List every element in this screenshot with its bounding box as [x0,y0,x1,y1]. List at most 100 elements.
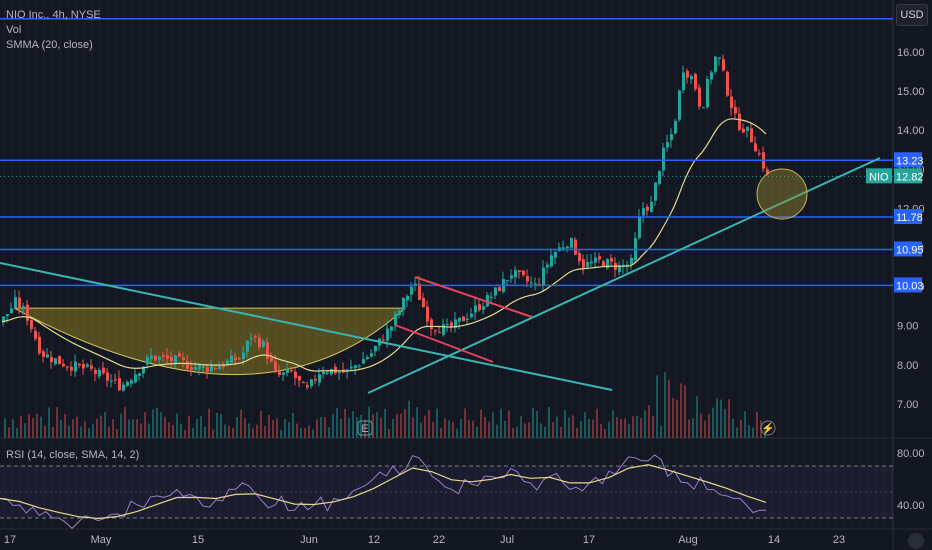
volume-bar [608,421,610,438]
volume-bar [12,419,14,438]
price-level-label-bg [894,277,922,293]
currency-button[interactable]: USD [896,4,928,26]
candle-body [514,270,517,278]
volume-bar [176,413,178,438]
candle-body [322,371,325,375]
candle-body [598,256,601,260]
volume-bar [388,428,390,438]
volume-bar [412,417,414,438]
rsi-indicator-label[interactable]: RSI (14, close, SMA, 14, 2) [6,449,140,461]
candle-body [230,355,233,363]
candle-body [270,357,273,362]
candle-body [630,258,633,265]
volume-bar [36,413,38,438]
candle-body [678,90,681,120]
candle-body [766,169,769,174]
candle-body [430,319,433,330]
earnings-icon[interactable] [357,420,373,436]
volume-bar [132,419,134,438]
candle-body [658,171,661,184]
candle-body [30,320,33,330]
candle-body [90,365,93,369]
candle-body [250,337,253,339]
volume-bar [628,424,630,438]
earnings-icon-label: E [361,423,368,435]
candle-body [274,361,277,371]
volume-bar [144,412,146,438]
volume-bar [508,410,510,438]
volume-bar [656,375,658,438]
symbol-title[interactable]: NIO Inc., 4h, NYSE [6,9,101,21]
candle-body [226,360,229,366]
candle-body [290,370,293,372]
candle-body [198,365,201,369]
volume-bar [496,424,498,438]
volume-bar [540,423,542,438]
settings-gear-icon[interactable] [908,533,924,549]
volume-bar [364,419,366,438]
candle-body [306,385,309,388]
candle-body [334,366,337,374]
descending-trendline [0,262,613,391]
lightning-icon[interactable] [760,420,776,436]
candle-body [402,298,405,311]
volume-bar [456,428,458,438]
candle-body [746,126,749,131]
volume-bar [500,408,502,438]
volume-bar [220,414,222,438]
candle-body [154,355,157,361]
volume-indicator-label[interactable]: Vol [6,24,22,36]
candle-body [98,369,101,377]
candle-body [506,279,509,281]
candle-body [18,297,21,309]
candle-body [362,359,365,364]
volume-bar [272,420,274,438]
volume-bar [336,408,338,438]
volume-bar [568,417,570,438]
candle-body [166,355,169,359]
volume-bar [332,414,334,438]
volume-bar [164,416,166,438]
volume-bar [600,424,602,438]
volume-bar [188,415,190,438]
volume-bar [212,429,214,438]
candle-body [2,316,5,323]
candle-body [62,363,65,367]
smma-indicator-label[interactable]: SMMA (20, close) [6,39,93,51]
volume-bar [236,417,238,438]
candle-body [114,379,117,381]
volume-bar [544,426,546,438]
time-axis-tick: Jun [300,534,318,546]
candle-body [446,323,449,325]
volume-bar [248,423,250,438]
price-level-label-bg [894,209,922,225]
smma-line [1,118,767,372]
volume-bar [668,379,670,438]
volume-bar [640,418,642,438]
volume-bar [312,429,314,438]
candle-body [78,363,81,366]
volume-bar [168,422,170,438]
volume-bar [472,420,474,438]
time-axis-tick: 17 [583,534,595,546]
candle-body [258,337,261,348]
volume-bar [732,418,734,438]
volume-bar [736,427,738,438]
candle-body [54,358,57,365]
candle-body [382,339,385,341]
candle-body [650,201,653,213]
volume-bar [680,383,682,438]
volume-bar [328,427,330,438]
candle-body [666,142,669,148]
volume-bar [696,396,698,438]
volume-bar [460,419,462,438]
candle-body [522,270,525,276]
volume-bar [28,414,30,438]
volume-bar [72,419,74,438]
volume-bar [604,428,606,438]
volume-bar [740,419,742,438]
volume-bar [396,414,398,438]
volume-bar [452,422,454,438]
volume-bar [16,428,18,438]
